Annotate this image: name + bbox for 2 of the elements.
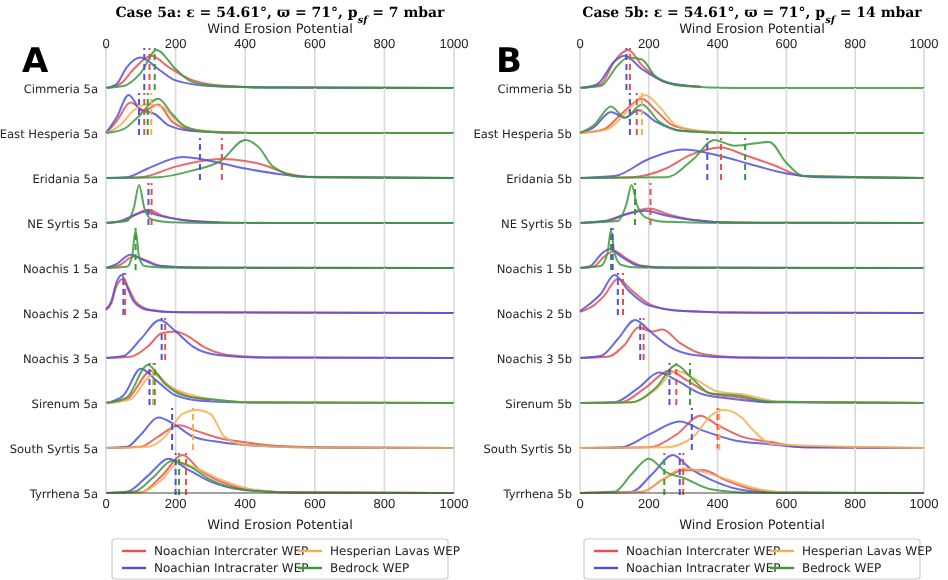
text: B bbox=[496, 42, 522, 82]
text: A bbox=[22, 42, 50, 82]
